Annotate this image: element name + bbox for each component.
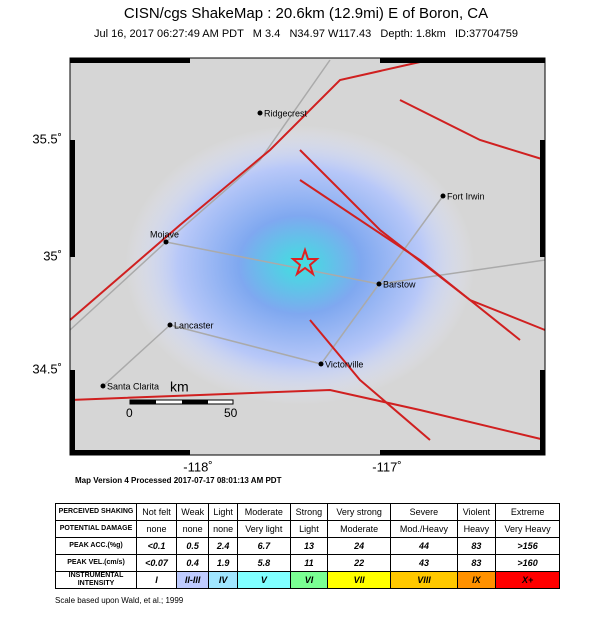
table-cell: Violent — [456, 503, 497, 521]
frame-ticks — [70, 58, 545, 455]
city-dot — [440, 193, 446, 199]
city-label: Lancaster — [174, 320, 214, 330]
table-row: POTENTIAL DAMAGE none none none Very light Li… — [55, 520, 560, 538]
table-cell: Moderate — [327, 520, 392, 538]
table-cell: 0.5 — [176, 537, 210, 555]
city-dot — [257, 110, 263, 116]
table-row: PEAK VEL.(cm/s) <0.07 0.4 1.9 5.8 11 22 43 83 >16… — [55, 554, 560, 572]
table-cell: 24 — [327, 537, 392, 555]
subtitle: Jul 16, 2017 06:27:49 AM PDT M 3.4 N34.9… — [94, 28, 518, 40]
city-dot — [167, 322, 173, 328]
row-label: PEAK VEL.(cm/s) — [55, 554, 137, 572]
row-label: PEAK ACC.(%g) — [55, 537, 137, 555]
table-cell: I — [135, 571, 178, 589]
table-cell: Mod./Heavy — [390, 520, 458, 538]
table-cell: VII — [327, 571, 392, 589]
city-label: Barstow — [383, 279, 416, 289]
table-cell: 2.4 — [208, 537, 238, 555]
city-dot — [318, 361, 324, 367]
table-row: PERCEIVED SHAKING Not felt Weak Light Modera… — [55, 503, 560, 521]
city-label: Ridgecrest — [264, 108, 308, 118]
faults — [69, 61, 546, 441]
row-label: INSTRUMENTAL INTENSITY — [55, 571, 137, 589]
table-cell: >156 — [495, 537, 560, 555]
title: CISN/cgs ShakeMap : 20.6km (12.9mi) E of… — [124, 5, 488, 22]
table-cell: none — [135, 520, 178, 538]
row-label: POTENTIAL DAMAGE — [55, 520, 137, 538]
table-cell: Heavy — [456, 520, 497, 538]
note: Scale based upon Wald, et al.; 1999 — [55, 596, 184, 605]
table-cell: 11 — [289, 554, 329, 572]
version: Map Version 4 Processed 2017-07-17 08:01… — [75, 476, 282, 485]
row-label: PERCEIVED SHAKING — [55, 503, 137, 521]
table-cell: 13 — [289, 537, 329, 555]
table-cell: Very light — [236, 520, 291, 538]
city-dot — [163, 239, 169, 245]
table-cell: Strong — [289, 503, 329, 521]
lat-label: 34.5˚ — [32, 361, 62, 376]
table-cell: Very strong — [327, 503, 392, 521]
table-cell: 6.7 — [236, 537, 291, 555]
table-cell: IX — [456, 571, 497, 589]
scale-tick: 0 — [126, 406, 133, 420]
table-cell: Weak — [176, 503, 210, 521]
table-cell: >160 — [495, 554, 560, 572]
table-cell: V — [236, 571, 291, 589]
table-cell: Extreme — [495, 503, 560, 521]
table-cell: II-III — [176, 571, 210, 589]
table-cell: none — [208, 520, 238, 538]
table-cell: Moderate — [236, 503, 291, 521]
table-cell: IV — [208, 571, 238, 589]
lat-label: 35.5˚ — [32, 131, 62, 146]
table-cell: <0.1 — [135, 537, 178, 555]
intensity-table: PERCEIVED SHAKING Not felt Weak Light Modera… — [55, 503, 560, 589]
table-cell: 83 — [456, 554, 497, 572]
table-cell: Severe — [390, 503, 458, 521]
city-label: Santa Clarita — [107, 381, 159, 391]
table-cell: Light — [289, 520, 329, 538]
table-cell: none — [176, 520, 210, 538]
table-cell: 1.9 — [208, 554, 238, 572]
table-cell: Light — [208, 503, 238, 521]
epicenter-star — [290, 246, 320, 277]
table-cell: X+ — [495, 571, 560, 589]
city-label: Fort Irwin — [447, 191, 485, 201]
table-cell: 0.4 — [176, 554, 210, 572]
table-cell: VIII — [390, 571, 458, 589]
lon-label: -118˚ — [183, 459, 212, 474]
table-row: PEAK ACC.(%g) <0.1 0.5 2.4 6.7 13 24 44 83 >156 — [55, 537, 560, 555]
city-dot — [376, 281, 382, 287]
city-dot — [100, 383, 106, 389]
table-cell: 43 — [390, 554, 458, 572]
city-label: Victorville — [325, 359, 363, 369]
table-cell: VI — [289, 571, 329, 589]
lon-label: -117˚ — [372, 459, 401, 474]
scale-unit: km — [170, 379, 189, 395]
scale-tick: 50 — [224, 406, 238, 420]
table-row: INSTRUMENTAL INTENSITY I II-III IV V VI VII VII… — [55, 571, 560, 589]
table-cell: 44 — [390, 537, 458, 555]
table-cell: Very Heavy — [495, 520, 560, 538]
table-cell: 83 — [456, 537, 497, 555]
table-cell: <0.07 — [135, 554, 178, 572]
scale-bar — [129, 399, 234, 405]
city-label: Mojave — [150, 229, 179, 239]
table-cell: 22 — [327, 554, 392, 572]
table-cell: 5.8 — [236, 554, 291, 572]
table-cell: Not felt — [135, 503, 178, 521]
lat-label: 35˚ — [43, 248, 62, 263]
map-figure: CISN/cgs ShakeMap : 20.6km (12.9mi) E of… — [32, 5, 546, 485]
